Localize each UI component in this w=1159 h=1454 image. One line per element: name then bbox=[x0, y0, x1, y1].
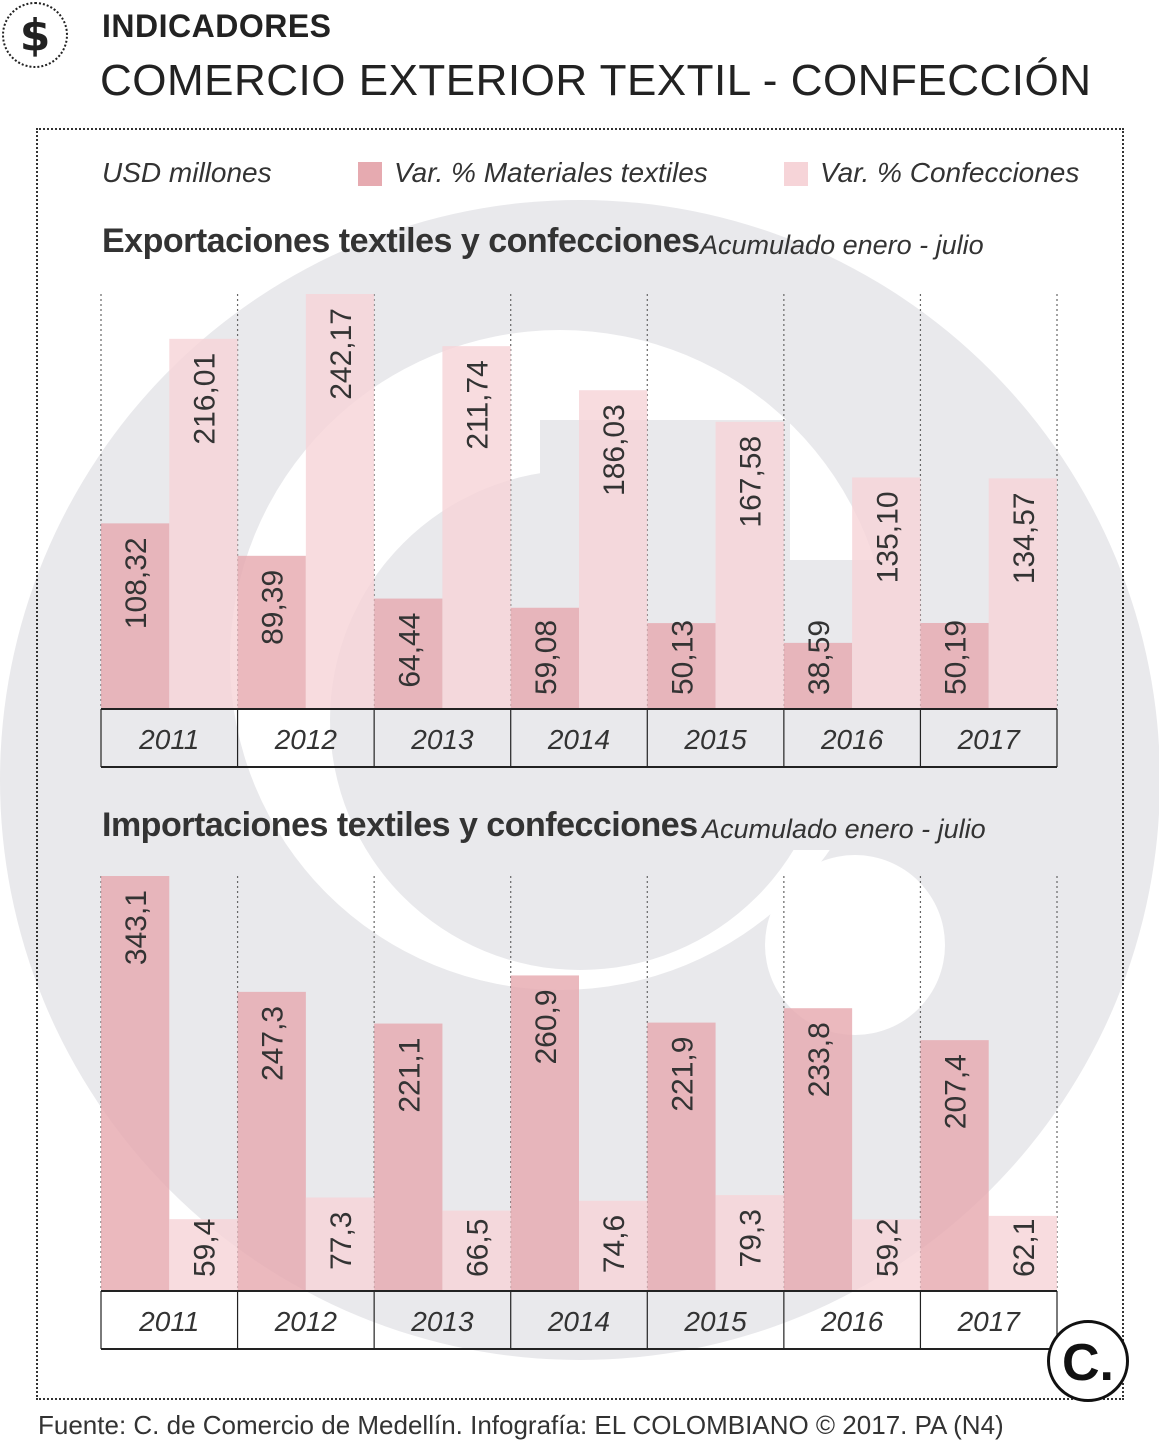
import-value-label: 62,1 bbox=[1008, 1219, 1041, 1277]
export-bar-materiales-2015 bbox=[647, 623, 716, 709]
import-value-label: 221,1 bbox=[393, 1038, 426, 1113]
import-value-label: 59,2 bbox=[871, 1219, 904, 1277]
export-value-label: 38,59 bbox=[803, 620, 836, 695]
export-tick-label-2012: 2012 bbox=[274, 724, 338, 755]
export-bar-confecciones-2014 bbox=[579, 390, 648, 709]
export-bar-confecciones-2016 bbox=[852, 477, 921, 709]
export-bar-materiales-2016 bbox=[783, 642, 853, 709]
import-value-label: 74,6 bbox=[598, 1215, 631, 1273]
export-bar-materiales-2013 bbox=[374, 598, 443, 709]
export-value-label: 59,08 bbox=[530, 620, 563, 695]
import-tick-label-2013: 2013 bbox=[410, 1306, 474, 1337]
import-bar-confecciones-2012 bbox=[305, 1197, 375, 1291]
import-bar-confecciones-2011 bbox=[169, 1219, 238, 1291]
export-value-label: 108,32 bbox=[120, 537, 153, 629]
export-bar-confecciones-2013 bbox=[442, 346, 511, 709]
import-bar-materiales-2014 bbox=[510, 975, 579, 1291]
import-bar-materiales-2016 bbox=[783, 1008, 853, 1291]
export-tick-label-2016: 2016 bbox=[820, 724, 884, 755]
import-value-label: 233,8 bbox=[803, 1022, 836, 1097]
import-tick-label-2012: 2012 bbox=[274, 1306, 338, 1337]
logo-text: C. bbox=[1062, 1334, 1114, 1390]
import-tick-label-2014: 2014 bbox=[547, 1306, 610, 1337]
logo-mark: C. bbox=[1062, 1334, 1114, 1390]
export-value-label: 135,10 bbox=[871, 491, 904, 583]
legend-swatch-confecciones bbox=[784, 162, 808, 186]
export-value-label: 167,58 bbox=[735, 436, 768, 528]
page-title: COMERCIO EXTERIOR TEXTIL - CONFECCIÓN bbox=[100, 56, 1092, 105]
legend-swatch-materiales bbox=[358, 162, 382, 186]
content-frame bbox=[36, 128, 1124, 1400]
legend-label-confecciones: Var. % Confecciones bbox=[820, 157, 1080, 188]
import-bar-materiales-2017 bbox=[920, 1040, 989, 1291]
import-value-label: 59,4 bbox=[188, 1219, 221, 1277]
export-value-label: 50,19 bbox=[940, 620, 973, 695]
export-tick-label-2017: 2017 bbox=[957, 724, 1022, 755]
import-bar-materiales-2013 bbox=[374, 1023, 443, 1291]
import-bar-confecciones-2013 bbox=[442, 1210, 511, 1291]
export-tick-label-2015: 2015 bbox=[683, 724, 747, 755]
export-bar-confecciones-2012 bbox=[305, 294, 375, 709]
import-value-label: 260,9 bbox=[530, 989, 563, 1064]
export-value-label: 134,57 bbox=[1008, 492, 1041, 584]
export-chart-title: Exportaciones textiles y confecciones bbox=[102, 222, 700, 260]
import-value-label: 221,9 bbox=[666, 1037, 699, 1112]
export-bar-materiales-2014 bbox=[510, 607, 579, 709]
export-value-label: 211,74 bbox=[462, 360, 495, 450]
legend-unit: USD millones bbox=[102, 157, 272, 188]
export-value-label: 216,01 bbox=[188, 353, 221, 445]
import-tick-label-2016: 2016 bbox=[820, 1306, 884, 1337]
import-value-label: 66,5 bbox=[462, 1219, 495, 1277]
export-chart-subtitle: Acumulado enero - julio bbox=[700, 230, 984, 260]
import-value-label: 79,3 bbox=[735, 1209, 768, 1267]
import-value-label: 207,4 bbox=[940, 1054, 973, 1129]
export-value-label: 89,39 bbox=[257, 570, 290, 645]
import-value-label: 77,3 bbox=[325, 1212, 358, 1270]
import-bar-confecciones-2016 bbox=[852, 1219, 921, 1291]
export-bar-materiales-2011 bbox=[101, 523, 170, 709]
source-note: Fuente: C. de Comercio de Medellín. Info… bbox=[38, 1410, 1004, 1440]
export-bar-confecciones-2011 bbox=[169, 338, 238, 709]
import-tick-label-2017: 2017 bbox=[957, 1306, 1022, 1337]
export-bar-confecciones-2015 bbox=[715, 421, 784, 709]
import-bar-materiales-2015 bbox=[647, 1022, 716, 1291]
export-value-label: 186,03 bbox=[598, 404, 631, 496]
import-chart-subtitle: Acumulado enero - julio bbox=[702, 814, 986, 844]
export-value-label: 50,13 bbox=[666, 620, 699, 695]
import-tick-label-2015: 2015 bbox=[683, 1306, 747, 1337]
import-tick-label-2011: 2011 bbox=[138, 1306, 199, 1337]
import-value-label: 247,3 bbox=[257, 1006, 290, 1081]
dollar-icon: $ bbox=[2, 2, 68, 68]
export-value-label: 64,44 bbox=[393, 613, 426, 688]
import-chart-title: Importaciones textiles y confecciones bbox=[102, 806, 698, 844]
export-tick-label-2014: 2014 bbox=[547, 724, 610, 755]
import-bar-confecciones-2014 bbox=[579, 1200, 648, 1291]
export-tick-label-2013: 2013 bbox=[410, 724, 474, 755]
export-bar-materiales-2012 bbox=[237, 555, 306, 709]
import-bar-confecciones-2015 bbox=[715, 1195, 784, 1291]
export-tick-label-2011: 2011 bbox=[138, 724, 199, 755]
export-bar-confecciones-2017 bbox=[988, 478, 1057, 709]
import-bar-confecciones-2017 bbox=[988, 1215, 1057, 1291]
legend-label-materiales: Var. % Materiales textiles bbox=[394, 157, 708, 188]
export-value-label: 242,17 bbox=[325, 308, 358, 400]
el-colombiano-logo: C. bbox=[1047, 1320, 1129, 1402]
export-bar-materiales-2017 bbox=[920, 622, 989, 709]
import-bar-materiales-2011 bbox=[101, 876, 170, 1291]
import-value-label: 343,1 bbox=[120, 890, 153, 965]
section-label: INDICADORES bbox=[102, 8, 332, 44]
import-bar-materiales-2012 bbox=[237, 991, 306, 1291]
